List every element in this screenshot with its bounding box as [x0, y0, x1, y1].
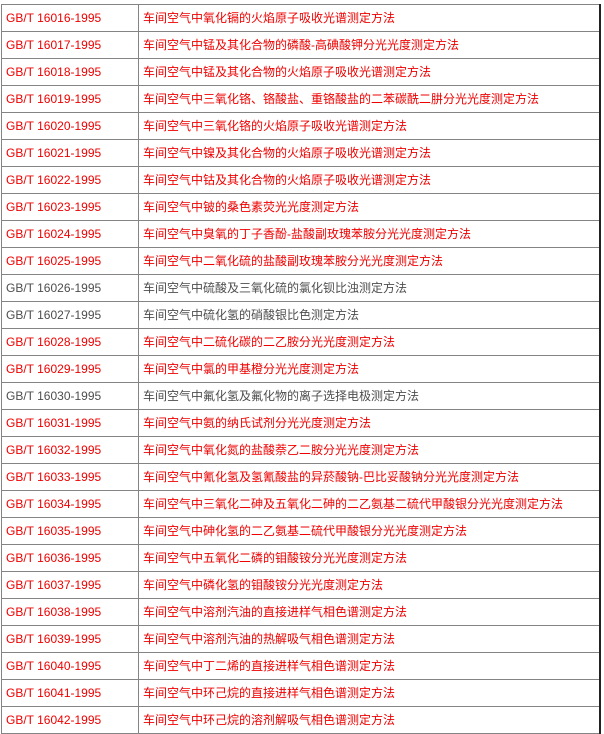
table-row: GB/T 16037-1995 车间空气中磷化氢的钼酸铵分光光度测定方法	[1, 571, 601, 599]
standard-title-link[interactable]: 车间空气中氨的纳氏试剂分光光度测定方法	[138, 409, 601, 437]
standard-title-link[interactable]: 车间空气中氰化氢及氢氰酸盐的异菸酸钠-巴比妥酸钠分光光度测定方法	[138, 463, 601, 491]
table-row: GB/T 16036-1995 车间空气中五氧化二磷的钼酸铵分光光度测定方法	[1, 544, 601, 572]
table-row: GB/T 16042-1995 车间空气中环己烷的溶剂解吸气相色谱测定方法	[1, 706, 601, 734]
standard-title-link[interactable]: 车间空气中三氧化二砷及五氧化二砷的二乙氨基二硫代甲酸银分光光度测定方法	[138, 490, 601, 518]
standard-code-link[interactable]: GB/T 16029-1995	[1, 355, 139, 383]
standard-code-link[interactable]: GB/T 16030-1995	[1, 382, 139, 410]
table-row: GB/T 16031-1995 车间空气中氨的纳氏试剂分光光度测定方法	[1, 409, 601, 437]
standard-title-link[interactable]: 车间空气中臭氧的丁子香酚-盐酸副玫瑰苯胺分光光度测定方法	[138, 220, 601, 248]
standard-title-link[interactable]: 车间空气中五氧化二磷的钼酸铵分光光度测定方法	[138, 544, 601, 572]
standard-title-link[interactable]: 车间空气中氟化氢及氟化物的离子选择电极测定方法	[138, 382, 601, 410]
standard-title-link[interactable]: 车间空气中丁二烯的直接进样气相色谱测定方法	[138, 652, 601, 680]
table-row: GB/T 16041-1995 车间空气中环己烷的直接进样气相色谱测定方法	[1, 679, 601, 707]
table-row: GB/T 16027-1995 车间空气中硫化氢的硝酸银比色测定方法	[1, 301, 601, 329]
standard-code-link[interactable]: GB/T 16025-1995	[1, 247, 139, 275]
table-row: GB/T 16018-1995 车间空气中锰及其化合物的火焰原子吸收光谱测定方法	[1, 58, 601, 86]
standard-title-link[interactable]: 车间空气中砷化氢的二乙氨基二硫代甲酸银分光光度测定方法	[138, 517, 601, 545]
standard-code-link[interactable]: GB/T 16026-1995	[1, 274, 139, 302]
table-row: GB/T 16019-1995 车间空气中三氧化铬、铬酸盐、重铬酸盐的二苯碳酰二肼…	[1, 85, 601, 113]
table-row: GB/T 16026-1995 车间空气中硫酸及三氧化硫的氯化钡比浊测定方法	[1, 274, 601, 302]
standard-code-link[interactable]: GB/T 16034-1995	[1, 490, 139, 518]
standard-code-link[interactable]: GB/T 16036-1995	[1, 544, 139, 572]
table-row: GB/T 16038-1995 车间空气中溶剂汽油的直接进样气相色谱测定方法	[1, 598, 601, 626]
table-row: GB/T 16030-1995 车间空气中氟化氢及氟化物的离子选择电极测定方法	[1, 382, 601, 410]
standard-code-link[interactable]: GB/T 16039-1995	[1, 625, 139, 653]
table-row: GB/T 16029-1995 车间空气中氯的甲基橙分光光度测定方法	[1, 355, 601, 383]
standard-code-link[interactable]: GB/T 16027-1995	[1, 301, 139, 329]
standard-code-link[interactable]: GB/T 16016-1995	[1, 4, 139, 32]
standard-title-link[interactable]: 车间空气中溶剂汽油的热解吸气相色谱测定方法	[138, 625, 601, 653]
table-row: GB/T 16016-1995 车间空气中氧化镉的火焰原子吸收光谱测定方法	[1, 4, 601, 32]
standard-code-link[interactable]: GB/T 16020-1995	[1, 112, 139, 140]
standard-code-link[interactable]: GB/T 16033-1995	[1, 463, 139, 491]
standard-title-link[interactable]: 车间空气中氯的甲基橙分光光度测定方法	[138, 355, 601, 383]
standard-title-link[interactable]: 车间空气中钴及其化合物的火焰原子吸收光谱测定方法	[138, 166, 601, 194]
standard-title-link[interactable]: 车间空气中磷化氢的钼酸铵分光光度测定方法	[138, 571, 601, 599]
standards-table: GB/T 16016-1995 车间空气中氧化镉的火焰原子吸收光谱测定方法 GB/T…	[1, 4, 601, 734]
standard-code-link[interactable]: GB/T 16019-1995	[1, 85, 139, 113]
standard-code-link[interactable]: GB/T 16031-1995	[1, 409, 139, 437]
table-row: GB/T 16022-1995 车间空气中钴及其化合物的火焰原子吸收光谱测定方法	[1, 166, 601, 194]
standard-title-link[interactable]: 车间空气中三氧化铬、铬酸盐、重铬酸盐的二苯碳酰二肼分光光度测定方法	[138, 85, 601, 113]
table-row: GB/T 16034-1995 车间空气中三氧化二砷及五氧化二砷的二乙氨基二硫代甲…	[1, 490, 601, 518]
standard-title-link[interactable]: 车间空气中环己烷的溶剂解吸气相色谱测定方法	[138, 706, 601, 734]
standard-code-link[interactable]: GB/T 16038-1995	[1, 598, 139, 626]
table-row: GB/T 16028-1995 车间空气中二硫化碳的二乙胺分光光度测定方法	[1, 328, 601, 356]
standard-title-link[interactable]: 车间空气中硫化氢的硝酸银比色测定方法	[138, 301, 601, 329]
standard-code-link[interactable]: GB/T 16037-1995	[1, 571, 139, 599]
table-row: GB/T 16020-1995 车间空气中三氧化铬的火焰原子吸收光谱测定方法	[1, 112, 601, 140]
standard-code-link[interactable]: GB/T 16021-1995	[1, 139, 139, 167]
table-row: GB/T 16033-1995 车间空气中氰化氢及氢氰酸盐的异菸酸钠-巴比妥酸钠分…	[1, 463, 601, 491]
standard-title-link[interactable]: 车间空气中氧化氮的盐酸萘乙二胺分光光度测定方法	[138, 436, 601, 464]
standard-code-link[interactable]: GB/T 16035-1995	[1, 517, 139, 545]
standard-title-link[interactable]: 车间空气中三氧化铬的火焰原子吸收光谱测定方法	[138, 112, 601, 140]
table-row: GB/T 16032-1995 车间空气中氧化氮的盐酸萘乙二胺分光光度测定方法	[1, 436, 601, 464]
table-row: GB/T 16025-1995 车间空气中二氧化硫的盐酸副玫瑰苯胺分光光度测定方法	[1, 247, 601, 275]
standard-code-link[interactable]: GB/T 16017-1995	[1, 31, 139, 59]
standard-code-link[interactable]: GB/T 16022-1995	[1, 166, 139, 194]
standard-title-link[interactable]: 车间空气中环己烷的直接进样气相色谱测定方法	[138, 679, 601, 707]
table-row: GB/T 16035-1995 车间空气中砷化氢的二乙氨基二硫代甲酸银分光光度测定…	[1, 517, 601, 545]
standard-code-link[interactable]: GB/T 16042-1995	[1, 706, 139, 734]
table-row: GB/T 16039-1995 车间空气中溶剂汽油的热解吸气相色谱测定方法	[1, 625, 601, 653]
standard-title-link[interactable]: 车间空气中镍及其化合物的火焰原子吸收光谱测定方法	[138, 139, 601, 167]
standard-title-link[interactable]: 车间空气中锰及其化合物的火焰原子吸收光谱测定方法	[138, 58, 601, 86]
standard-code-link[interactable]: GB/T 16024-1995	[1, 220, 139, 248]
standard-code-link[interactable]: GB/T 16040-1995	[1, 652, 139, 680]
table-row: GB/T 16040-1995 车间空气中丁二烯的直接进样气相色谱测定方法	[1, 652, 601, 680]
standard-code-link[interactable]: GB/T 16018-1995	[1, 58, 139, 86]
standard-title-link[interactable]: 车间空气中氧化镉的火焰原子吸收光谱测定方法	[138, 4, 601, 32]
table-row: GB/T 16017-1995 车间空气中锰及其化合物的磷酸-高碘酸钾分光光度测定…	[1, 31, 601, 59]
standard-title-link[interactable]: 车间空气中二氧化硫的盐酸副玫瑰苯胺分光光度测定方法	[138, 247, 601, 275]
standards-table-body: GB/T 16016-1995 车间空气中氧化镉的火焰原子吸收光谱测定方法 GB/T…	[1, 4, 601, 734]
standard-code-link[interactable]: GB/T 16041-1995	[1, 679, 139, 707]
standard-title-link[interactable]: 车间空气中二硫化碳的二乙胺分光光度测定方法	[138, 328, 601, 356]
standard-title-link[interactable]: 车间空气中硫酸及三氧化硫的氯化钡比浊测定方法	[138, 274, 601, 302]
table-row: GB/T 16024-1995 车间空气中臭氧的丁子香酚-盐酸副玫瑰苯胺分光光度测…	[1, 220, 601, 248]
standard-title-link[interactable]: 车间空气中铍的桑色素荧光光度测定方法	[138, 193, 601, 221]
table-row: GB/T 16023-1995 车间空气中铍的桑色素荧光光度测定方法	[1, 193, 601, 221]
standard-title-link[interactable]: 车间空气中溶剂汽油的直接进样气相色谱测定方法	[138, 598, 601, 626]
standard-code-link[interactable]: GB/T 16032-1995	[1, 436, 139, 464]
table-row: GB/T 16021-1995 车间空气中镍及其化合物的火焰原子吸收光谱测定方法	[1, 139, 601, 167]
standard-code-link[interactable]: GB/T 16028-1995	[1, 328, 139, 356]
standard-title-link[interactable]: 车间空气中锰及其化合物的磷酸-高碘酸钾分光光度测定方法	[138, 31, 601, 59]
standard-code-link[interactable]: GB/T 16023-1995	[1, 193, 139, 221]
